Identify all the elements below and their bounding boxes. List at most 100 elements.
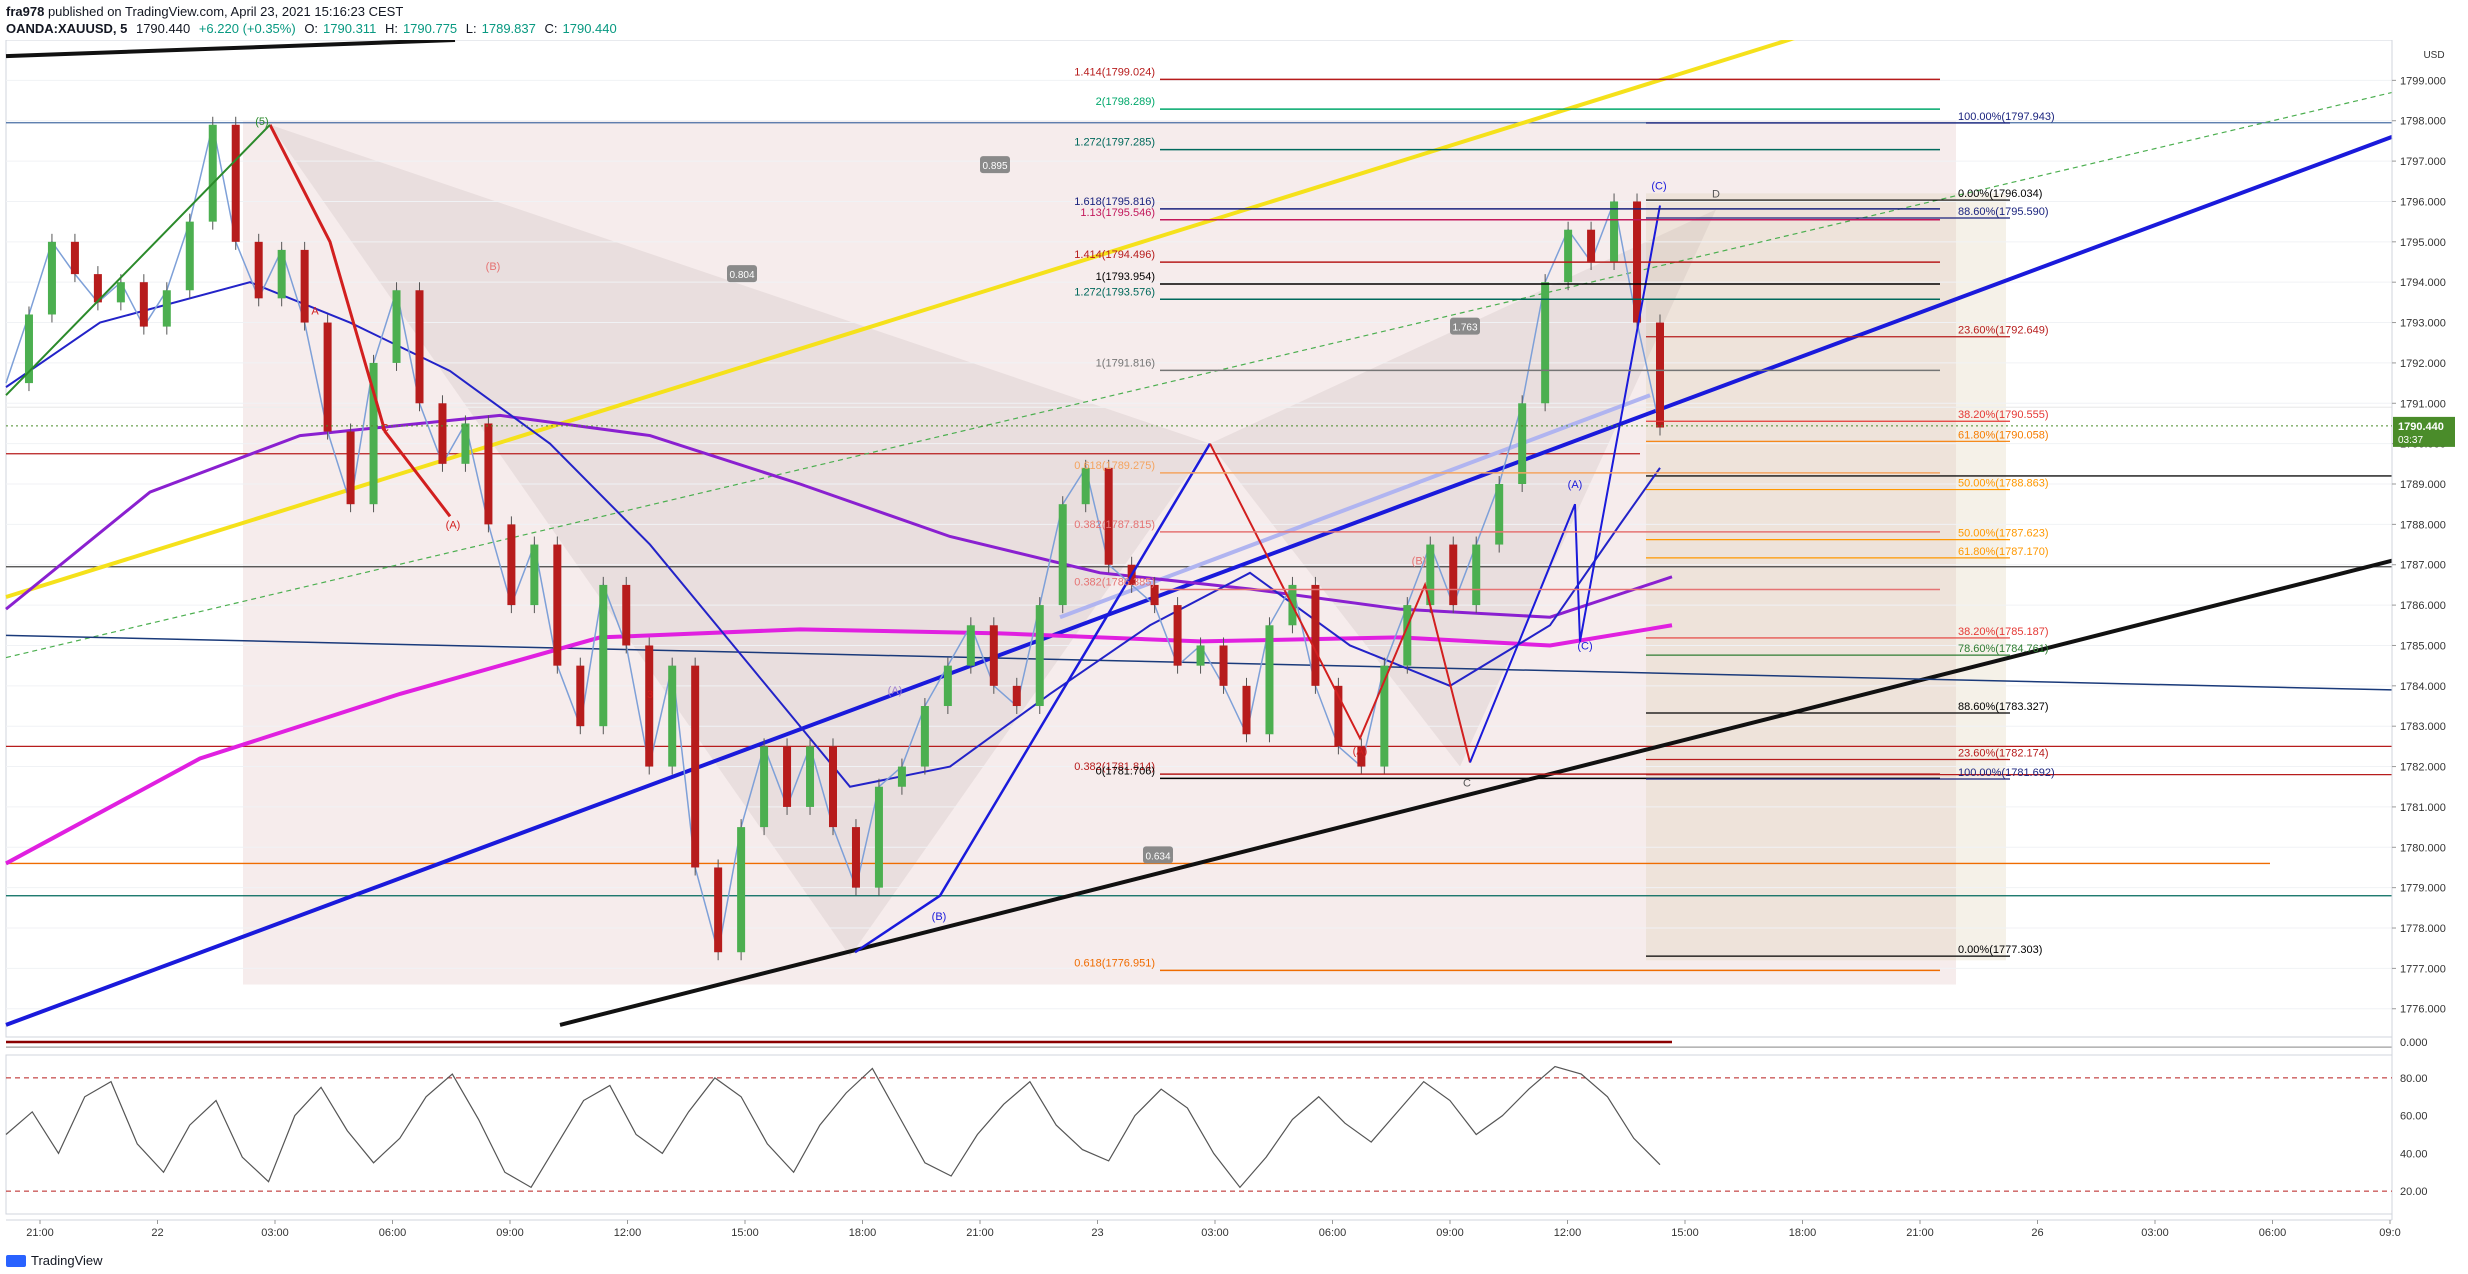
fib-retracement-label: 38.20%(1785.187) xyxy=(1958,626,2049,638)
fib-box-shade xyxy=(1646,193,2006,961)
price-axis-label: 1776.000 xyxy=(2400,1004,2446,1016)
published-text: published on TradingView.com, April 23, … xyxy=(47,4,404,19)
time-axis-label: 18:00 xyxy=(849,1227,877,1239)
red-wave-path-2 xyxy=(1209,443,1471,763)
time-axis-label: 22 xyxy=(151,1227,163,1239)
candle-body xyxy=(989,625,998,686)
candle-body xyxy=(1495,484,1504,545)
ohlc-line: OANDA:XAUUSD, 5 1790.440 +6.220 (+0.35%)… xyxy=(6,21,622,36)
high-label: H: xyxy=(384,21,398,36)
candle-body xyxy=(1518,403,1527,485)
black-trendline-top xyxy=(5,40,456,59)
fib-retracement-label: 88.60%(1783.327) xyxy=(1958,701,2049,713)
fib-level-label: 1(1793.954) xyxy=(1096,271,1155,283)
high-value: 1790.775 xyxy=(402,21,458,36)
price-chart[interactable]: 1.414(1799.024) 2(1798.289) 1.272(1797.285… xyxy=(0,40,2468,1244)
candle-body xyxy=(599,584,608,727)
candle-body xyxy=(1150,584,1159,606)
price-axis-label: 1778.000 xyxy=(2400,923,2446,935)
candle-body xyxy=(897,766,906,787)
time-axis-label: 23 xyxy=(1091,1227,1103,1239)
open-value: 1790.311 xyxy=(323,21,377,36)
fib-retracement-label: 0.00%(1777.303) xyxy=(1958,944,2042,956)
candle-body xyxy=(829,746,837,828)
wave-label: (A) xyxy=(1353,745,1368,757)
price-axis-label: 1787.000 xyxy=(2400,560,2446,572)
candle-body xyxy=(254,241,263,299)
candle-body xyxy=(93,274,102,303)
yellow-trendline xyxy=(5,40,1796,599)
price-axis-label: 1786.000 xyxy=(2400,600,2446,612)
price-axis-label: 1793.000 xyxy=(2400,318,2446,330)
blue-wave-path-2 xyxy=(1469,205,1661,763)
candle-body xyxy=(231,124,240,242)
candle-body xyxy=(1311,584,1320,686)
candle-body xyxy=(1081,467,1090,505)
time-axis-label: 06:00 xyxy=(2259,1227,2287,1239)
time-axis-label: 21:00 xyxy=(1906,1227,1934,1239)
low-label: L: xyxy=(465,21,477,36)
fib-retracement-label: 88.60%(1795.590) xyxy=(1958,206,2049,218)
candle-body xyxy=(438,403,447,464)
candle-body xyxy=(1472,544,1481,606)
price-axis-label: 1788.000 xyxy=(2400,519,2446,531)
fib-level-label: 1.414(1799.024) xyxy=(1074,66,1155,78)
fib-level-label: 0.618(1789.275) xyxy=(1074,460,1155,472)
candle-body xyxy=(1334,685,1343,747)
last-price: 1790.440 xyxy=(135,21,191,36)
time-axis-label: 15:00 xyxy=(731,1227,759,1239)
green-dashed-trendline xyxy=(5,91,2393,659)
time-axis-label: 21:00 xyxy=(966,1227,994,1239)
time-axis-label: 12:00 xyxy=(614,1227,642,1239)
price-axis-label: 1799.000 xyxy=(2400,75,2446,87)
wave-label: (A) xyxy=(888,685,903,697)
time-axis-label: 03:00 xyxy=(2141,1227,2169,1239)
candle-body xyxy=(645,645,654,767)
red-wave-path xyxy=(268,124,452,518)
candle-body xyxy=(1196,645,1205,666)
wave-label: (C) xyxy=(1577,641,1592,653)
fib-level-label: 2(1798.289) xyxy=(1096,96,1155,108)
price-axis-label: 1783.000 xyxy=(2400,721,2446,733)
candle-body xyxy=(47,241,56,315)
publisher-name: fra978 xyxy=(6,4,45,19)
price-axis-label: 1791.000 xyxy=(2400,398,2446,410)
ratio-badge xyxy=(727,265,757,283)
fib-retracement-label: 100.00%(1781.692) xyxy=(1958,767,2055,779)
publish-line: fra978 published on TradingView.com, Apr… xyxy=(6,4,403,19)
candle-body xyxy=(1426,544,1435,606)
candle-body xyxy=(1403,605,1412,666)
wave-label: (A) xyxy=(1568,479,1583,491)
tradingview-logo: TradingView xyxy=(6,1253,103,1268)
blue-wave-path xyxy=(854,443,1212,954)
price-axis-label: 1795.000 xyxy=(2400,237,2446,249)
fib-level-label: 1.13(1795.546) xyxy=(1080,207,1155,219)
symbol-label: OANDA:XAUUSD, 5 xyxy=(6,21,128,36)
price-axis-label: 1785.000 xyxy=(2400,640,2446,652)
fib-level-label: 1.618(1795.816) xyxy=(1074,196,1155,208)
candle-body xyxy=(1656,322,1664,428)
ratio-badge-label: 1.763 xyxy=(1452,323,1477,334)
fib-retracement-label: 0.00%(1796.034) xyxy=(1958,188,2042,200)
ratio-badge-label: 0.634 xyxy=(1145,851,1170,862)
candle-body xyxy=(346,431,355,505)
wave-label: D xyxy=(1712,188,1720,200)
time-axis-label: 09:00 xyxy=(1436,1227,1464,1239)
range-box-shade xyxy=(243,120,1956,985)
candle-body xyxy=(116,282,125,303)
fib-retracement-label: 23.60%(1792.649) xyxy=(1958,325,2049,337)
fib-level-label: 0.618(1776.951) xyxy=(1074,957,1155,969)
bar-countdown-label: 03:37 xyxy=(2398,435,2423,446)
candle-body xyxy=(553,544,562,666)
price-axis-label: 1784.000 xyxy=(2400,681,2446,693)
price-axis-label: 1789.000 xyxy=(2400,479,2446,491)
oscillator-axis-label: 80.00 xyxy=(2400,1073,2428,1085)
candle-body xyxy=(162,290,171,327)
candle-body xyxy=(185,221,194,291)
green-wave-path xyxy=(5,124,271,396)
fib-retracement-label: 61.80%(1787.170) xyxy=(1958,546,2049,558)
price-axis-label: 1792.000 xyxy=(2400,358,2446,370)
candle-body xyxy=(70,241,79,275)
oscillator-pane xyxy=(5,1054,2393,1215)
candle-body xyxy=(691,665,700,868)
